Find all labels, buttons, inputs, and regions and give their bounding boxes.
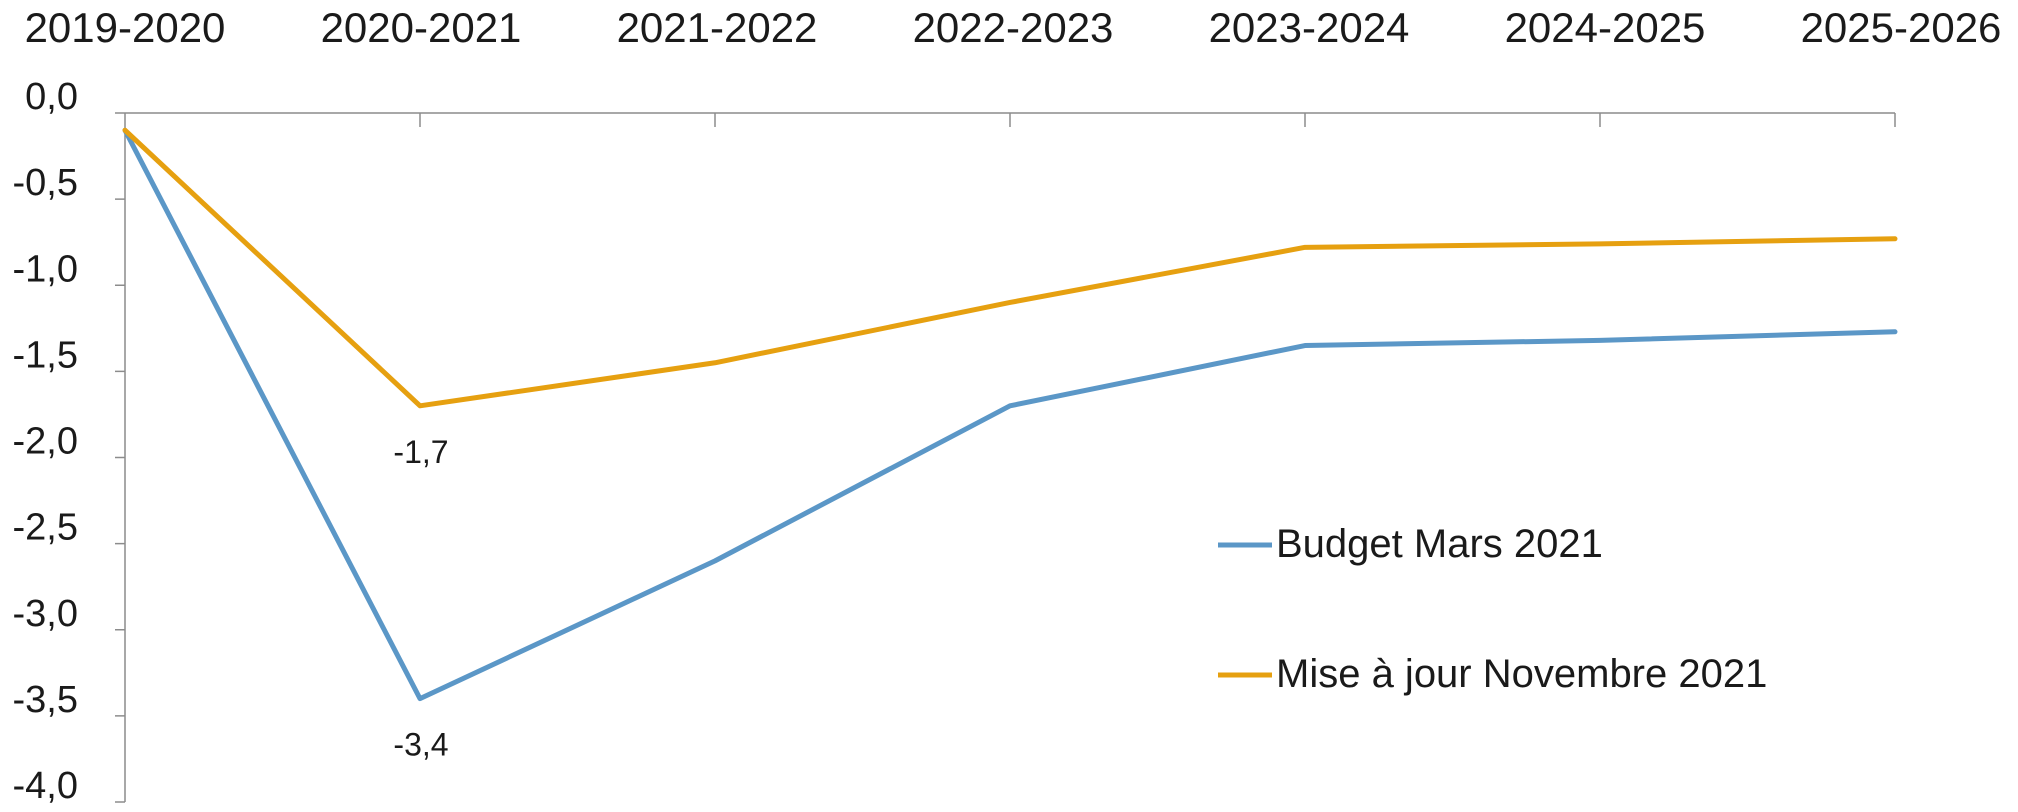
y-axis: 0,0 -0,5 -1,0 -1,5 -2,0 -2,5 -3,0 -3,5 -4,0 [13, 76, 126, 807]
data-label: -1,7 [393, 434, 448, 470]
x-tick-label: 2023-2024 [1209, 4, 1410, 51]
x-tick-label: 2019-2020 [25, 4, 226, 51]
legend-label: Mise à jour Novembre 2021 [1276, 652, 1767, 696]
y-tick-label: -1,0 [13, 248, 78, 290]
y-tick-label: -3,5 [13, 679, 78, 721]
x-tick-label: 2022-2023 [913, 4, 1114, 51]
x-tick-label: 2021-2022 [617, 4, 818, 51]
series-layer [122, 127, 1898, 702]
series-line-mise-a-jour-novembre-2021 [122, 127, 1898, 409]
y-tick-label: -3,0 [13, 593, 78, 635]
x-tick-label: 2025-2026 [1801, 4, 2002, 51]
x-axis: 2019-2020 2020-2021 2021-2022 2022-2023 2023… [25, 4, 2002, 127]
x-tick-label: 2024-2025 [1505, 4, 1706, 51]
y-tick-label: -2,5 [13, 507, 78, 549]
y-tick-label: -1,5 [13, 334, 78, 376]
data-labels: -3,4 -1,7 [393, 434, 448, 763]
series-line-budget-mars-2021 [122, 127, 1898, 702]
y-tick-label: 0,0 [25, 76, 78, 118]
y-tick-label: -4,0 [13, 765, 78, 807]
y-tick-label: -2,0 [13, 421, 78, 463]
x-tick-label: 2020-2021 [321, 4, 522, 51]
data-label: -3,4 [393, 727, 448, 763]
legend-label: Budget Mars 2021 [1276, 522, 1603, 566]
y-tick-label: -0,5 [13, 162, 78, 204]
legend: Budget Mars 2021 Mise à jour Novembre 202… [1218, 522, 1767, 696]
